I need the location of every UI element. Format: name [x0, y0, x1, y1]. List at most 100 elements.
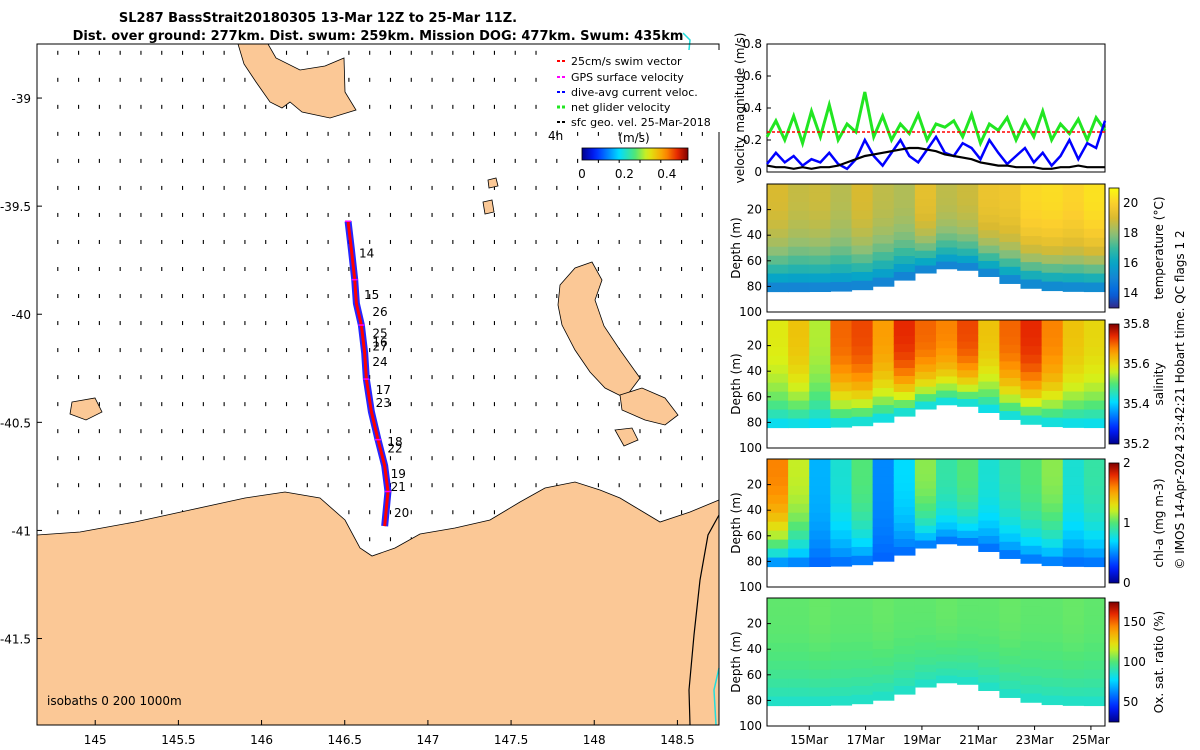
- temperature-cell: [1020, 218, 1043, 229]
- chlorophyll-cell: [851, 494, 874, 504]
- temperature-cell: [872, 192, 895, 202]
- depth-tick-label: 40: [747, 228, 762, 242]
- oxygen-cell: [809, 624, 831, 635]
- salinity-cell: [1062, 337, 1085, 348]
- oxygen-cell: [809, 615, 831, 626]
- salinity-cell: [914, 327, 937, 336]
- temperature-cell: [936, 226, 958, 234]
- oxygen-cell: [978, 659, 1000, 668]
- chlorophyll-cell: [1062, 485, 1085, 496]
- salinity-cell: [914, 364, 937, 373]
- depth-tick-label: 40: [747, 503, 762, 517]
- oxygen-cell: [936, 661, 958, 670]
- colorbar-tick-label: 0: [1123, 576, 1131, 590]
- temperature-cell: [1020, 244, 1043, 255]
- oxygen-cell: [872, 657, 895, 667]
- temperature-cell: [893, 272, 916, 281]
- depth-axis-label: Depth (m): [729, 631, 743, 692]
- chlorophyll-cell: [914, 466, 937, 475]
- oxygen-cell: [936, 633, 958, 641]
- oxygen-cell: [830, 615, 853, 626]
- temperature-cell: [978, 214, 1000, 224]
- salinity-cell: [893, 352, 916, 361]
- salinity-cell: [978, 320, 1000, 329]
- salinity-cell: [999, 402, 1022, 412]
- temperature-cell: [851, 245, 874, 255]
- salinity-cell: [1020, 406, 1043, 417]
- chlorophyll-cell: [767, 521, 789, 532]
- oxygen-cell: [893, 606, 916, 615]
- salinity-cell: [1041, 364, 1064, 374]
- temperature-cell: [936, 240, 958, 249]
- oxygen-cell: [957, 641, 979, 649]
- salinity-cell: [914, 320, 937, 329]
- temperature-cell: [851, 271, 874, 282]
- oxygen-cell: [851, 633, 874, 643]
- salinity-cell: [1020, 328, 1043, 338]
- oxygen-cell: [893, 670, 916, 679]
- oxygen-cell: [809, 642, 831, 653]
- salinity-cell: [809, 409, 831, 420]
- chlorophyll-cell: [978, 528, 1000, 537]
- net-velocity-line: [765, 91, 1107, 149]
- oxygen-cell: [936, 605, 958, 613]
- oxygen-cell: [788, 687, 810, 698]
- temperature-cell: [788, 237, 810, 248]
- oxygen-cell: [893, 598, 916, 607]
- temperature-cell: [851, 227, 874, 238]
- temperature-cell: [893, 248, 916, 257]
- oxygen-cell: [999, 614, 1022, 624]
- salinity-cell: [893, 336, 916, 345]
- chlorophyll-cell: [809, 485, 831, 496]
- salinity-cell: [999, 369, 1022, 379]
- oxygen-cell: [1041, 598, 1064, 608]
- salinity-cell: [788, 409, 810, 420]
- oxygen-cell: [999, 606, 1022, 616]
- temperature-cell: [957, 234, 979, 243]
- chlorophyll-cell: [936, 466, 958, 474]
- oxygen-cell: [1041, 606, 1064, 617]
- legend-label-net: net glider velocity: [571, 101, 671, 114]
- salinity-cell: [830, 391, 853, 401]
- legend-label-dive: dive-avg current veloc.: [571, 86, 698, 99]
- temperature-cell: [830, 273, 853, 283]
- oxygen-cell: [809, 598, 831, 608]
- oxygen-cell: [893, 662, 916, 671]
- temperature-cell: [893, 184, 916, 193]
- oxygen-cell: [1083, 598, 1106, 608]
- oxygen-cell: [957, 662, 979, 671]
- oxygen-cell: [914, 605, 937, 614]
- depth-tick-label: 20: [747, 617, 762, 631]
- temperature-cell: [1062, 282, 1085, 292]
- oxygen-cell: [788, 642, 810, 653]
- salinity-cell: [1041, 408, 1064, 419]
- oxygen-cell: [914, 620, 937, 629]
- oxygen-cell: [830, 598, 853, 608]
- temperature-cell: [830, 246, 853, 256]
- salinity-cell: [999, 344, 1022, 354]
- chlorophyll-cell: [872, 459, 895, 469]
- temperature-cell: [767, 273, 789, 284]
- velocity-y-ticks: 0 0.2 0.4 0.6 0.8: [743, 37, 771, 179]
- temperature-cell: [957, 227, 979, 235]
- depth-tick-label: 60: [747, 668, 762, 682]
- oxygen-cell: [872, 649, 895, 659]
- chlorophyll-cell: [936, 494, 958, 502]
- oxygen-cell: [978, 674, 1000, 684]
- chlorophyll-cell: [893, 467, 916, 476]
- temperature-cell: [851, 210, 874, 220]
- salinity-cell: [767, 364, 789, 375]
- temperature-cell: [809, 228, 831, 239]
- glider-track: [344, 220, 392, 527]
- temperature-cell: [767, 184, 789, 194]
- oxygen-cell: [767, 678, 789, 689]
- salinity-cell: [872, 337, 895, 347]
- salinity-cell: [893, 392, 916, 401]
- chlorophyll-cell: [936, 501, 958, 509]
- chlorophyll-cell: [1083, 459, 1106, 469]
- salinity-cell: [999, 411, 1022, 420]
- day-label: 17: [376, 383, 391, 397]
- temperature-cell: [893, 224, 916, 233]
- salinity-cell: [851, 320, 874, 330]
